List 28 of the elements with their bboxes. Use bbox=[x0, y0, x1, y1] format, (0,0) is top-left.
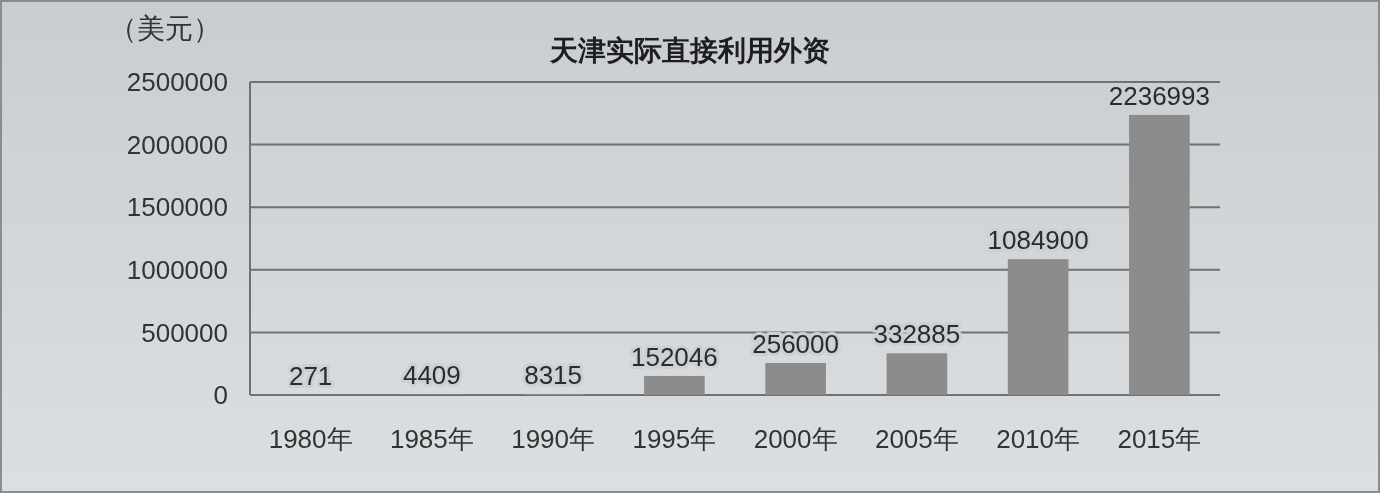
data-label: 152046 bbox=[630, 341, 718, 372]
y-tick-label: 1000000 bbox=[126, 254, 228, 285]
bar bbox=[644, 375, 705, 395]
chart-title: 天津实际直接利用外资 bbox=[549, 35, 830, 66]
bar bbox=[886, 353, 948, 395]
bar bbox=[1129, 114, 1190, 395]
y-tick-label: 2500000 bbox=[126, 67, 228, 98]
x-tick-label: 2000年 bbox=[753, 424, 838, 454]
y-tick-label: 2000000 bbox=[126, 129, 228, 160]
x-tick-label: 1985年 bbox=[389, 424, 474, 454]
bar bbox=[1007, 259, 1069, 395]
x-tick-label: 2005年 bbox=[874, 424, 959, 454]
y-tick-label: 1500000 bbox=[126, 192, 228, 223]
data-label: 2236993 bbox=[1108, 80, 1210, 111]
y-axis-title: （美元） bbox=[109, 13, 221, 44]
x-tick-label: 1980年 bbox=[268, 424, 353, 454]
bar bbox=[765, 362, 826, 395]
data-label: 1084900 bbox=[987, 225, 1089, 256]
data-label: 271 bbox=[288, 360, 333, 391]
data-label: 256000 bbox=[752, 328, 840, 359]
x-tick-label: 1990年 bbox=[511, 424, 596, 454]
x-tick-label: 2010年 bbox=[996, 424, 1081, 454]
x-tick-label: 2015年 bbox=[1117, 424, 1202, 454]
y-tick-label: 500000 bbox=[141, 317, 228, 348]
x-tick-label: 1995年 bbox=[632, 424, 717, 454]
data-label: 4409 bbox=[402, 360, 461, 391]
y-tick-label: 0 bbox=[213, 380, 228, 411]
data-label: 8315 bbox=[524, 359, 583, 390]
